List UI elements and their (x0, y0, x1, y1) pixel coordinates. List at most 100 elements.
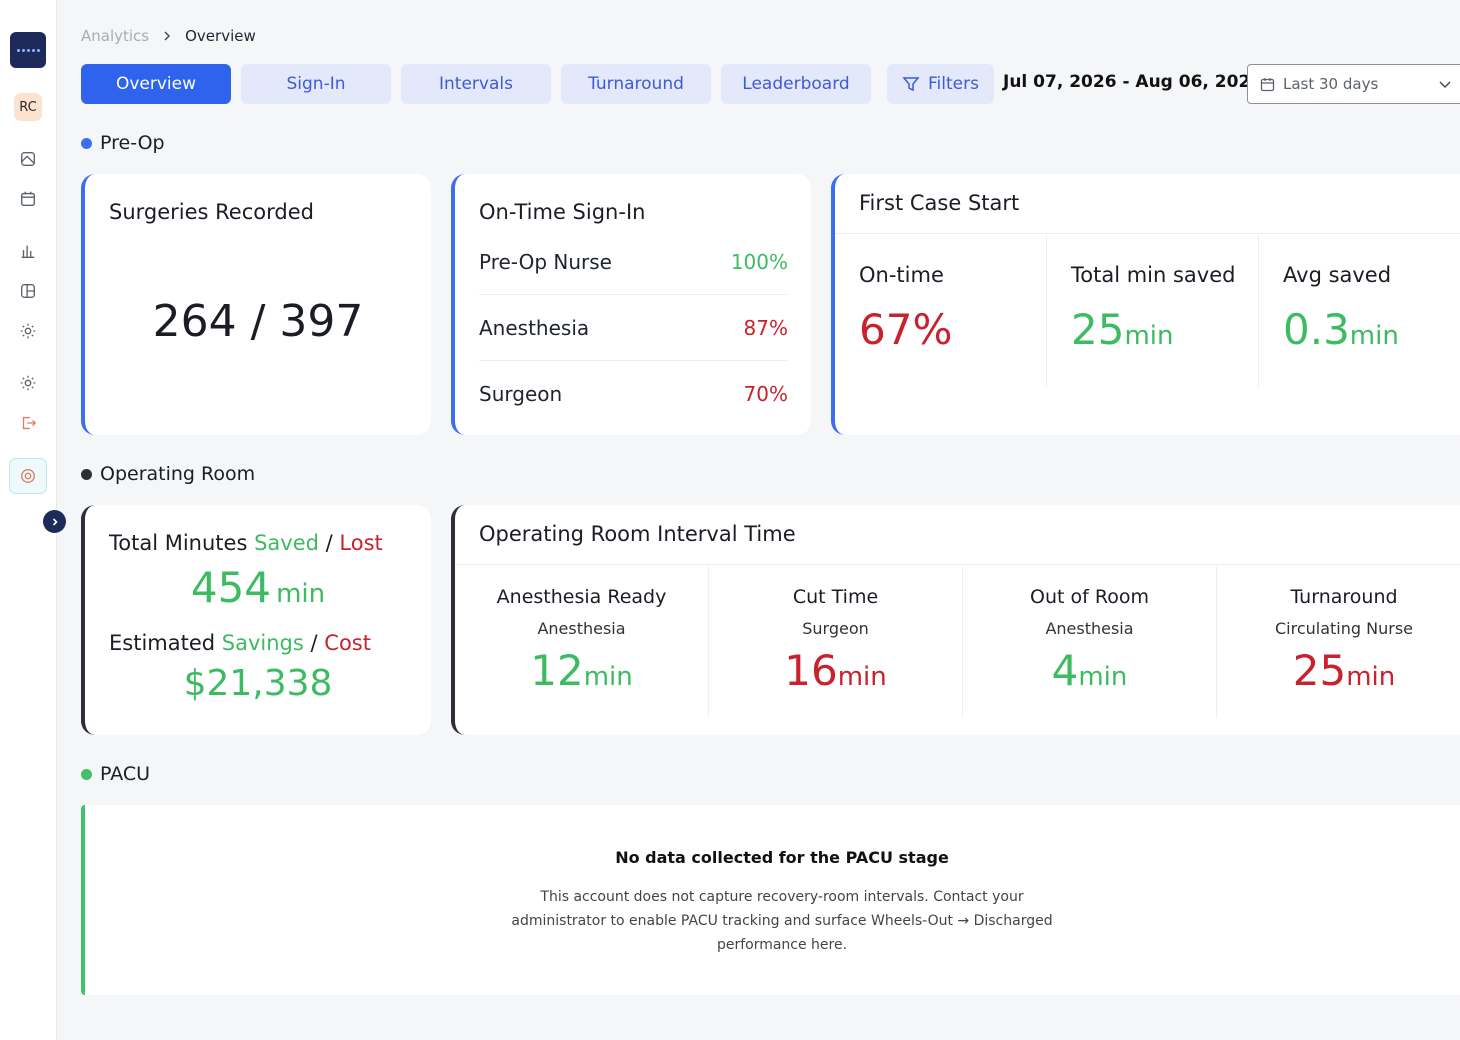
surgeries-recorded-card: Surgeries Recorded 264 / 397 (81, 174, 431, 435)
tab-sign-in[interactable]: Sign-In (241, 64, 391, 104)
signin-role: Anesthesia (479, 315, 590, 340)
calendar-icon (1260, 77, 1275, 92)
savings-prefix: Estimated (109, 631, 216, 655)
settings-icon[interactable] (18, 373, 38, 393)
saved-word: Saved (254, 531, 319, 555)
stat-value: 25min (1071, 305, 1173, 354)
tab-turnaround[interactable]: Turnaround (561, 64, 711, 104)
interval-cut-time: Cut Time Surgeon 16min (709, 566, 963, 718)
lost-word: Lost (339, 531, 383, 555)
section-heading-preop: Pre-Op (81, 132, 165, 154)
interval-role: Circulating Nurse (1275, 619, 1413, 638)
tab-overview[interactable]: Overview (81, 64, 231, 104)
calendar-icon[interactable] (18, 189, 38, 209)
first-case-start-card: First Case Start On-time 67% Total min s… (831, 174, 1460, 435)
section-heading-pacu: PACU (81, 763, 150, 785)
total-minutes-card: Total Minutes Saved / Lost 454 min Estim… (81, 505, 431, 735)
stat-number: 67% (859, 305, 953, 354)
chevron-down-icon (1438, 77, 1452, 91)
tab-leaderboard[interactable]: Leaderboard (721, 64, 871, 104)
stat-on-time: On-time 67% (835, 235, 1047, 387)
stat-label: Total min saved (1071, 263, 1236, 287)
interval-number: 12 (530, 646, 584, 695)
interval-unit: min (837, 662, 887, 692)
interval-number: 16 (784, 646, 838, 695)
chevron-right-icon[interactable] (43, 510, 66, 533)
interval-out-of-room: Out of Room Anesthesia 4min (963, 566, 1217, 718)
stat-unit: min (1349, 321, 1399, 351)
preop-dot (81, 137, 92, 149)
pacu-dot (81, 768, 92, 780)
date-range: Jul 07, 2026 - Aug 06, 2026 (1003, 72, 1263, 92)
filters-button[interactable]: Filters (887, 64, 994, 104)
interval-unit: min (583, 662, 633, 692)
minutes-number: 454 (190, 563, 272, 612)
filters-label: Filters (928, 74, 979, 94)
card-title: Operating Room Interval Time (479, 522, 796, 546)
card-header: First Case Start (835, 174, 1460, 234)
card-title: First Case Start (859, 191, 1020, 215)
section-title: Pre-Op (100, 132, 165, 154)
slash: / (325, 531, 333, 555)
interval-name: Out of Room (1030, 586, 1149, 608)
interval-number: 25 (1292, 646, 1347, 695)
stat-label: Avg saved (1283, 263, 1392, 287)
interval-name: Anesthesia Ready (496, 586, 667, 608)
savings-label: Estimated Savings / Cost (109, 631, 371, 655)
on-time-signin-card: On-Time Sign-In Pre-Op Nurse 100% Anesth… (451, 174, 811, 435)
bar-chart-icon[interactable] (18, 241, 38, 261)
or-dot (81, 468, 92, 480)
card-title: On-Time Sign-In (479, 200, 646, 224)
period-select-value: Last 30 days (1283, 75, 1379, 93)
stat-avg-saved: Avg saved 0.3min (1259, 235, 1460, 387)
pacu-empty-card: No data collected for the PACU stage Thi… (81, 805, 1460, 995)
section-heading-operating-room: Operating Room (81, 463, 255, 485)
chevron-right-icon (161, 30, 173, 42)
interval-unit: min (1078, 662, 1128, 692)
interval-role: Surgeon (802, 619, 869, 638)
breadcrumb-parent[interactable]: Analytics (81, 27, 150, 45)
signin-percent: 100% (730, 249, 788, 274)
breadcrumb-current: Overview (185, 27, 256, 45)
stat-label: On-time (859, 263, 944, 287)
logout-icon[interactable] (18, 413, 38, 433)
minutes-value: 454 min (85, 563, 431, 612)
minutes-label: Total Minutes Saved / Lost (109, 531, 383, 555)
signin-role: Surgeon (479, 382, 563, 406)
section-title: PACU (100, 763, 151, 785)
interval-anesthesia-ready: Anesthesia Ready Anesthesia 12min (455, 566, 709, 718)
interval-value: 12min (455, 646, 708, 695)
empty-state-title: No data collected for the PACU stage (615, 848, 949, 867)
signin-percent: 70% (743, 382, 788, 406)
breadcrumb: Analytics Overview (81, 27, 256, 45)
section-title: Operating Room (100, 463, 256, 485)
help-icon[interactable] (9, 458, 47, 494)
chart-pie-icon[interactable] (18, 149, 38, 169)
filter-icon (902, 77, 920, 92)
avatar[interactable]: RC (14, 93, 42, 121)
interval-value: 25min (1217, 646, 1460, 695)
signin-row: Pre-Op Nurse 100% (479, 229, 788, 295)
interval-role: Anesthesia (1045, 619, 1134, 638)
interval-role: Anesthesia (537, 619, 626, 638)
minutes-unit: min (276, 579, 326, 609)
card-title: Surgeries Recorded (109, 200, 314, 224)
savings-word: Savings (221, 631, 304, 655)
tab-intervals[interactable]: Intervals (401, 64, 551, 104)
period-select[interactable]: Last 30 days (1247, 64, 1460, 104)
interval-name: Cut Time (792, 586, 879, 608)
interval-number: 4 (1051, 646, 1079, 695)
signin-row: Surgeon 70% (479, 361, 788, 427)
interval-turnaround: Turnaround Circulating Nurse 25min (1217, 566, 1460, 718)
slash: / (310, 631, 318, 655)
savings-value: $21,338 (183, 663, 333, 704)
stat-number: 25 (1071, 305, 1125, 354)
logo-icon[interactable] (10, 32, 46, 68)
interval-value: 4min (963, 646, 1216, 695)
interval-name: Turnaround (1290, 586, 1398, 608)
settings-icon[interactable] (18, 321, 38, 341)
stat-unit: min (1124, 321, 1174, 351)
stat-number: 0.3 (1283, 305, 1350, 354)
or-interval-time-card: Operating Room Interval Time Anesthesia … (451, 505, 1460, 735)
layout-icon[interactable] (18, 281, 38, 301)
